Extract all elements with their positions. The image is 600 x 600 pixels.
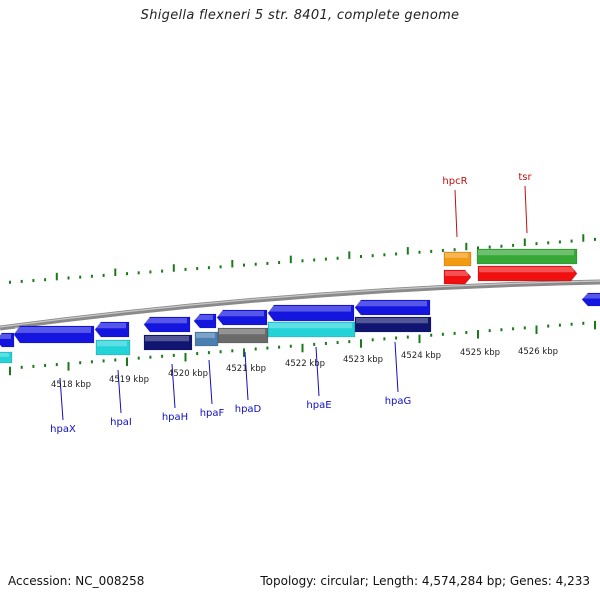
- gene-hpcR-red-shine: [445, 271, 468, 276]
- kbp-label: 4524 kbp: [401, 351, 441, 361]
- leader-hpaD: [244, 351, 249, 401]
- gene-label-hpaX: hpaX: [50, 424, 76, 435]
- kbp-label: 4518 kbp: [51, 380, 91, 390]
- gene-hpaF-arrow-shine: [195, 315, 213, 320]
- gene-hpaG-navy-shine: [356, 318, 428, 324]
- gene-hpcR-orange-shine: [445, 253, 468, 258]
- gene-label-hpaG: hpaG: [385, 396, 412, 407]
- kbp-ruler: 4518 kbp 4519 kbp 4520 kbp 4521 kbp 4522 kbp…: [51, 347, 558, 390]
- gene-hpaI-arrow: [94, 321, 130, 338]
- kbp-label: 4523 kbp: [343, 355, 383, 365]
- gene-hpaF-steel: [194, 331, 219, 347]
- leader-tsr: [524, 185, 528, 234]
- gene-labels: hpaX hpaI hpaH hpaF hpaD hpaE hpaG hpcR tsr: [50, 172, 532, 435]
- leader-hpcR: [454, 189, 458, 238]
- gene-cyan-left-shine: [0, 353, 9, 357]
- gene-hpaH-navy-body: [143, 334, 193, 351]
- gene-hpaX2-arrow-shine: [15, 327, 91, 333]
- gene-hpaD-gray-shine: [219, 329, 265, 335]
- kbp-label: 4519 kbp: [109, 375, 149, 385]
- gene-hpaE-cyan: [267, 321, 356, 338]
- gene-tsr-red-body: [477, 265, 578, 282]
- gene-hpaI-cyan: [95, 339, 131, 356]
- genome-backbone: [0, 279, 600, 331]
- gene-label-leaders: [59, 185, 528, 421]
- gene-hpcR-orange-body: [443, 251, 472, 267]
- gene-right-arrow-body: [581, 292, 600, 307]
- gene-hpaI-arrow-shine: [96, 323, 126, 329]
- gene-tsr-red-shine: [479, 267, 574, 273]
- gene-track: [0, 248, 600, 364]
- kbp-label: 4521 kbp: [226, 364, 266, 374]
- gene-label-hpaE: hpaE: [306, 400, 331, 411]
- gene-hpaI-arrow-body: [94, 321, 130, 338]
- gene-cyan-left: [0, 351, 13, 364]
- gene-hpaE-cyan-shine: [269, 323, 352, 329]
- leader-hpaF: [208, 359, 213, 405]
- leader-hpaH: [171, 363, 176, 409]
- gene-hpaI-cyan-body: [95, 339, 131, 356]
- gene-label-hpaH: hpaH: [162, 412, 188, 423]
- gene-hpaD-gray: [217, 327, 269, 344]
- gene-hpaH-arrow-body: [143, 316, 191, 333]
- gene-label-hpcR: hpcR: [442, 176, 467, 187]
- gene-hpaH-navy: [143, 334, 193, 351]
- leader-hpaG: [394, 341, 399, 393]
- kbp-label: 4525 kbp: [460, 348, 500, 358]
- gene-hpaG-arrow: [354, 299, 431, 316]
- gene-hpaH-arrow: [143, 316, 191, 333]
- kbp-label: 4520 kbp: [168, 369, 208, 379]
- gene-hpaE-arrow-body: [267, 304, 355, 322]
- gene-label-hpaF: hpaF: [200, 408, 225, 419]
- accession-text: Accession: NC_008258: [8, 574, 145, 588]
- kbp-label: 4522 kbp: [285, 359, 325, 369]
- map-title: Shigella flexneri 5 str. 8401, complete …: [140, 8, 460, 23]
- gene-hpaX2-arrow-body: [13, 325, 95, 344]
- genome-backbone-highlight: [0, 280, 600, 328]
- gene-cyan-left-body: [0, 351, 13, 364]
- gene-hpaF-arrow: [193, 313, 217, 329]
- gene-hpaG-arrow-body: [354, 299, 431, 316]
- gene-hpaD-arrow: [216, 309, 268, 326]
- gene-tsr-red: [477, 265, 578, 282]
- leader-hpaE: [315, 346, 320, 397]
- gene-hpaG-arrow-shine: [356, 301, 427, 307]
- gene-hpaD-arrow-shine: [218, 311, 264, 317]
- gene-hpaX-arrow-shine: [0, 334, 11, 339]
- gene-hpaF-steel-body: [194, 331, 219, 347]
- gene-hpaD-gray-body: [217, 327, 269, 344]
- gene-hpaG-navy-body: [354, 316, 432, 333]
- outer-tick-ring: [9, 234, 596, 284]
- gene-label-hpaD: hpaD: [235, 404, 262, 415]
- gene-hpaX-arrow: [0, 332, 15, 348]
- genome-stats-text: Topology: circular; Length: 4,574,284 bp…: [260, 574, 590, 588]
- leader-hpaI: [117, 369, 122, 414]
- gene-tsr-green-shine: [478, 250, 574, 256]
- leader-hpaX: [59, 377, 64, 421]
- gene-hpaX2-arrow: [13, 325, 95, 344]
- gene-label-tsr: tsr: [518, 172, 532, 183]
- gene-hpaE-arrow-shine: [269, 306, 351, 312]
- gene-hpaE-arrow: [267, 304, 355, 322]
- gene-tsr-green-body: [476, 248, 578, 265]
- gene-label-hpaI: hpaI: [110, 417, 132, 428]
- gene-hpaI-cyan-shine: [97, 341, 127, 347]
- gene-hpaF-arrow-body: [193, 313, 217, 329]
- gene-hpaH-navy-shine: [145, 336, 189, 342]
- gene-hpaH-arrow-shine: [145, 318, 187, 324]
- gene-right-arrow: [581, 292, 600, 307]
- gene-hpcR-red-body: [443, 269, 472, 285]
- gene-tsr-green: [476, 248, 578, 265]
- kbp-label: 4526 kbp: [518, 347, 558, 357]
- gene-hpcR-red: [443, 269, 472, 285]
- gene-hpaX-arrow-body: [0, 332, 15, 348]
- inner-tick-ring: [9, 320, 596, 376]
- gene-hpaF-steel-shine: [196, 333, 215, 338]
- gene-hpaE-cyan-body: [267, 321, 356, 338]
- gene-hpaG-navy: [354, 316, 432, 333]
- gene-hpcR-orange: [443, 251, 472, 267]
- gene-hpaD-arrow-body: [216, 309, 268, 326]
- gene-right-arrow-shine: [583, 294, 600, 299]
